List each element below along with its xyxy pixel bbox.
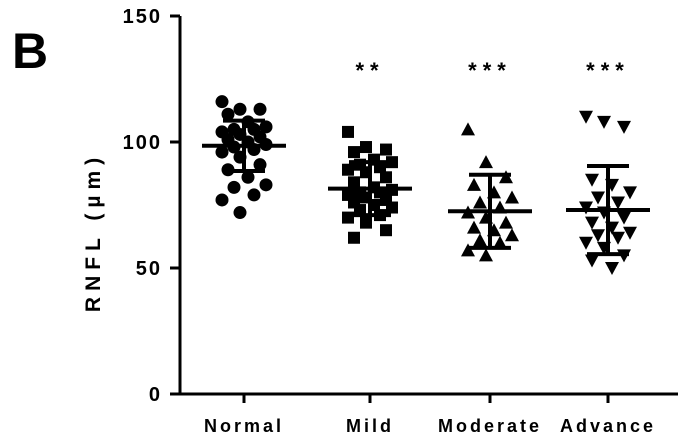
data-point xyxy=(461,243,475,257)
data-point xyxy=(215,193,229,207)
data-point xyxy=(505,190,519,204)
data-point xyxy=(585,173,599,187)
y-tick-label: 0 xyxy=(149,384,162,406)
data-point xyxy=(221,107,235,121)
data-point xyxy=(348,231,360,244)
data-point xyxy=(499,170,513,184)
data-point xyxy=(380,171,392,184)
data-point xyxy=(623,226,637,240)
data-point xyxy=(247,188,261,202)
data-point xyxy=(374,161,386,174)
data-points xyxy=(215,95,637,275)
data-point xyxy=(597,115,611,129)
data-point xyxy=(585,216,599,230)
data-point xyxy=(473,195,487,209)
x-tick-label: Normal xyxy=(204,416,284,436)
data-point xyxy=(259,178,273,192)
x-tick-label: Advance xyxy=(560,416,656,436)
data-point xyxy=(360,216,372,229)
data-point xyxy=(233,206,247,220)
data-point xyxy=(241,170,255,184)
panel-label: B xyxy=(12,23,49,79)
data-point xyxy=(233,102,247,116)
data-point xyxy=(591,229,605,243)
data-point xyxy=(467,220,481,234)
data-point xyxy=(591,191,605,205)
x-tick-label: Moderate xyxy=(438,416,542,436)
data-point xyxy=(461,122,475,136)
x-ticks: Normal Mild Moderate Advance xyxy=(204,394,656,436)
data-point xyxy=(473,233,487,247)
significance-label: *** xyxy=(468,58,512,83)
data-point xyxy=(259,120,273,134)
data-point xyxy=(579,236,593,250)
significance-marks: ** *** *** xyxy=(355,58,630,83)
y-ticks: 0 50 100 150 xyxy=(123,6,180,406)
data-point xyxy=(386,201,398,214)
significance-label: ** xyxy=(355,58,384,83)
data-point xyxy=(348,146,360,159)
data-point xyxy=(579,110,593,124)
error-bars xyxy=(202,118,650,257)
y-tick-label: 100 xyxy=(123,132,162,154)
data-point xyxy=(348,176,360,189)
data-point xyxy=(505,228,519,242)
data-point xyxy=(611,196,625,210)
data-point xyxy=(360,141,372,154)
data-point xyxy=(342,125,354,138)
data-point xyxy=(253,158,267,172)
data-point xyxy=(467,177,481,191)
data-point xyxy=(605,262,619,275)
data-point xyxy=(215,95,229,109)
data-point xyxy=(253,102,267,116)
data-point xyxy=(342,163,354,176)
data-point xyxy=(579,201,593,215)
data-point xyxy=(479,155,493,169)
data-point xyxy=(380,143,392,156)
data-point xyxy=(623,186,637,200)
y-tick-label: 150 xyxy=(123,6,162,28)
data-point xyxy=(380,224,392,237)
data-point xyxy=(227,180,241,194)
significance-label: *** xyxy=(586,58,630,83)
data-point xyxy=(386,156,398,169)
y-tick-label: 50 xyxy=(136,258,162,280)
data-point xyxy=(499,215,513,229)
x-tick-label: Mild xyxy=(346,416,394,436)
data-point xyxy=(611,231,625,245)
data-point xyxy=(617,120,631,134)
data-point xyxy=(354,204,366,217)
data-point xyxy=(617,211,631,225)
data-point xyxy=(215,145,229,159)
data-point xyxy=(493,235,507,249)
data-point xyxy=(585,254,599,268)
y-axis-label: RNFL (µm) xyxy=(82,152,105,312)
data-point xyxy=(479,248,493,262)
